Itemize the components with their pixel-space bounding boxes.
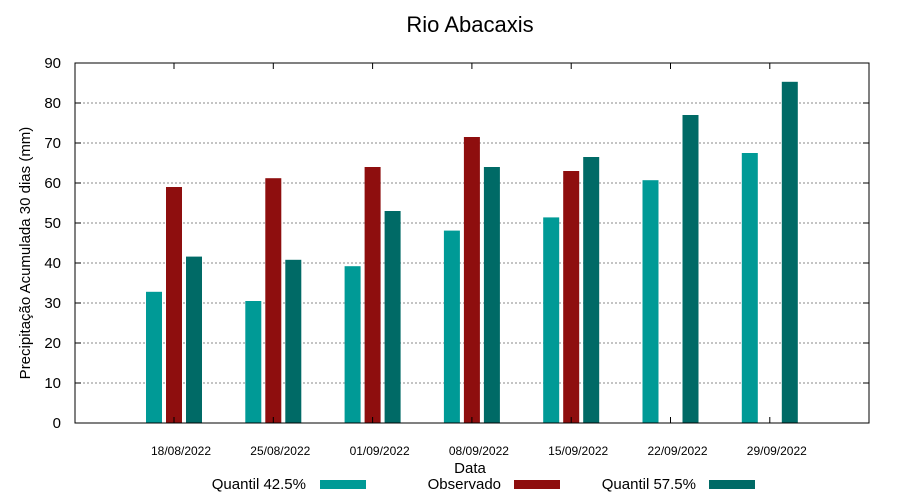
chart-title: Rio Abacaxis: [406, 12, 533, 37]
x-tick-label: 08/09/2022: [449, 444, 509, 458]
y-tick-label: 50: [44, 215, 61, 232]
y-tick-label: 20: [44, 335, 61, 352]
bar-observado-1: [265, 178, 282, 423]
bar-quantil-57-5--3: [483, 167, 500, 423]
legend-swatch: [320, 480, 366, 489]
y-tick-label: 70: [44, 135, 61, 152]
x-tick-label: 22/09/2022: [647, 444, 707, 458]
legend: Quantil 42.5% Observado Quantil 57.5%: [212, 476, 755, 493]
bar-quantil-42-5--0: [146, 291, 162, 423]
bar-quantil-42-5--2: [344, 266, 361, 423]
legend-label: Observado: [428, 476, 501, 493]
x-tick-label: 15/09/2022: [548, 444, 608, 458]
y-tick-label: 30: [44, 295, 61, 312]
bar-quantil-42-5--5: [642, 180, 659, 423]
bar-quantil-57-5--5: [682, 115, 699, 423]
bar-observado-3: [463, 137, 480, 423]
x-tick-label: 01/09/2022: [350, 444, 410, 458]
bar-quantil-57-5--0: [186, 256, 202, 423]
bar-observado-2: [364, 167, 381, 423]
x-tick-label: 18/08/2022: [151, 444, 211, 458]
y-tick-label: 80: [44, 95, 61, 112]
legend-swatch: [709, 480, 755, 489]
x-axis-ticks: 18/08/2022 25/08/2022 01/09/2022 08/09/2022…: [151, 63, 807, 458]
bar-quantil-42-5--6: [741, 153, 758, 423]
legend-label: Quantil 42.5%: [212, 476, 306, 493]
x-axis-label: Data: [454, 460, 486, 477]
y-tick-label: 0: [53, 415, 61, 432]
x-tick-label: 29/09/2022: [747, 444, 807, 458]
bar-quantil-42-5--4: [543, 217, 560, 423]
y-axis-label: Precipitação Acumulada 30 dias (mm): [17, 127, 34, 380]
bar-quantil-57-5--1: [285, 259, 302, 423]
y-tick-label: 60: [44, 175, 61, 192]
y-tick-label: 10: [44, 375, 61, 392]
bar-quantil-42-5--3: [443, 230, 460, 423]
legend-label: Quantil 57.5%: [602, 476, 696, 493]
bar-quantil-57-5--2: [384, 211, 401, 423]
y-tick-label: 40: [44, 255, 61, 272]
y-tick-label: 90: [44, 55, 61, 72]
legend-swatch: [514, 480, 560, 489]
bar-quantil-57-5--6: [781, 81, 798, 424]
bar-quantil-57-5--4: [583, 157, 600, 423]
y-axis-ticks: 0 10 20 30 40 50 60 70 80 90: [44, 55, 869, 432]
x-tick-label: 25/08/2022: [250, 444, 310, 458]
bar-quantil-42-5--1: [245, 301, 262, 423]
bar-observado-0: [166, 187, 182, 423]
bar-observado-4: [563, 171, 580, 423]
bars: [146, 81, 798, 424]
